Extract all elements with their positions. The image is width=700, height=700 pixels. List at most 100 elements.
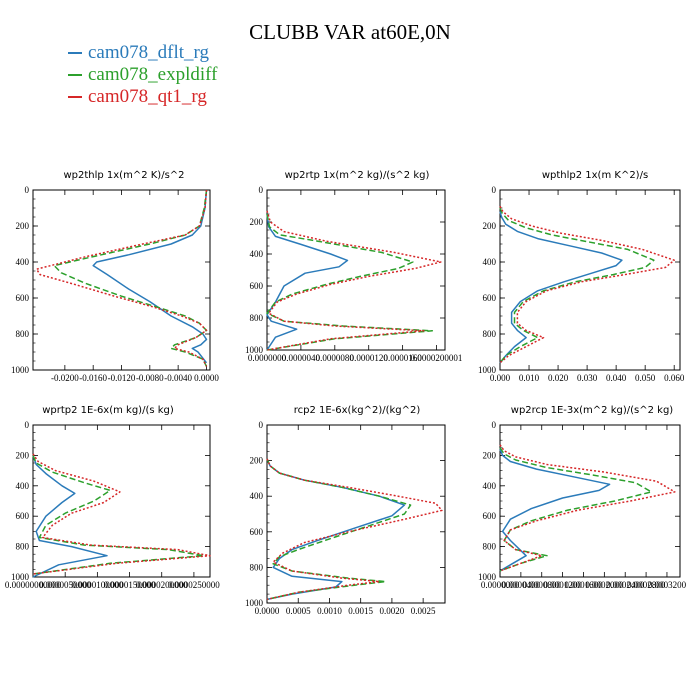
y-tick-label: 400 — [250, 491, 264, 501]
y-tick-label: 600 — [250, 527, 264, 537]
x-tick-label: -0.0160 — [79, 373, 107, 383]
y-tick-label: 200 — [483, 450, 497, 460]
series-line-cam078_dflt_rg — [499, 211, 623, 364]
y-tick-label: 200 — [250, 217, 264, 227]
series-line-cam078_dflt_rg — [32, 455, 108, 578]
chart-panel-5: rcp2 1E-6x(kg^2)/(kg^2) 0 200 400 600 800 1000… — [245, 405, 446, 616]
legend-item-dflt: cam078_dflt_rg — [68, 42, 217, 64]
series-line-cam078_expldiff — [499, 207, 655, 364]
x-tick-label: 0.0000200001 — [411, 353, 463, 363]
y-tick-label: 0 — [259, 185, 264, 195]
y-tick-label: 200 — [483, 221, 497, 231]
x-tick-label: 0.0003200 — [648, 580, 687, 590]
series-line-cam078_expldiff — [32, 455, 205, 575]
y-tick-label: 400 — [483, 481, 497, 491]
y-tick-label: 600 — [483, 293, 497, 303]
y-tick-label: 400 — [250, 249, 264, 259]
x-tick-label: 0.0000000 — [248, 353, 287, 363]
series-line-cam078_dflt_rg — [499, 449, 611, 572]
x-tick-label: 0.0005 — [286, 606, 311, 616]
x-tick-label: 0.0002000 — [585, 580, 624, 590]
y-tick-label: 0 — [492, 185, 497, 195]
series-line-cam078_qt1_rg — [266, 458, 443, 601]
y-tick-label: 800 — [483, 542, 497, 552]
y-tick-label: 0 — [492, 420, 497, 430]
x-tick-label: 0.0020 — [380, 606, 405, 616]
y-tick-label: 400 — [16, 481, 30, 491]
legend-item-expldiff: cam078_expldiff — [68, 64, 217, 86]
x-tick-label: 0.0000160 — [383, 353, 422, 363]
x-tick-label: 0.0002400 — [606, 580, 645, 590]
y-tick-label: 200 — [16, 221, 30, 231]
series-line-cam078_expldiff — [499, 447, 653, 572]
chart-panel-3: wpthlp2 1x(m K^2)/s 0 200 400 600 800 10000.00… — [478, 170, 685, 383]
x-tick-label: 0.0000200000 — [136, 580, 188, 590]
y-tick-label: 1000 — [11, 365, 30, 375]
x-tick-label: 0.020 — [548, 373, 569, 383]
x-tick-label: 0.0000050000 — [39, 580, 91, 590]
legend-label-expldiff: cam078_expldiff — [88, 64, 218, 85]
series-line-cam078_qt1_rg — [499, 444, 676, 572]
series-line-cam078_qt1_rg — [266, 210, 442, 351]
series-line-cam078_expldiff — [266, 458, 412, 601]
y-tick-label: 800 — [16, 542, 30, 552]
y-tick-label: 1000 — [478, 365, 497, 375]
legend-item-qt1: cam078_qt1_rg — [68, 86, 217, 108]
series-line-cam078_dflt_rg — [266, 458, 406, 601]
x-tick-label: 0.0010 — [317, 606, 342, 616]
legend: cam078_dflt_rg cam078_expldiff cam078_qt… — [68, 42, 217, 108]
chart-title: wp2thlp 1x(m^2 K)/s^2 — [63, 170, 184, 181]
x-tick-label: 0.010 — [519, 373, 540, 383]
x-tick-label: 0.0000000 — [481, 580, 520, 590]
y-tick-label: 1000 — [11, 572, 30, 582]
y-tick-label: 800 — [250, 313, 264, 323]
y-tick-label: 600 — [16, 511, 30, 521]
series-line-cam078_dflt_rg — [266, 213, 349, 351]
x-tick-label: 0.0000100000 — [71, 580, 123, 590]
chart-title: wp2rcp 1E-3x(m^2 kg)/(s^2 kg) — [511, 405, 674, 416]
legend-swatch-expldiff — [68, 74, 82, 76]
plot-frame — [499, 424, 681, 578]
chart-panel-4: wprtp2 1E-6x(m kg)/(s kg) 0 200 400 600 800 10… — [5, 405, 220, 590]
legend-swatch-dflt — [68, 52, 82, 54]
y-tick-label: 800 — [250, 562, 264, 572]
legend-label-qt1: cam078_qt1_rg — [88, 86, 207, 107]
x-tick-label: 0.0000080 — [316, 353, 355, 363]
x-tick-label: 0.0000040 — [282, 353, 321, 363]
x-tick-label: -0.0080 — [136, 373, 164, 383]
y-tick-label: 600 — [483, 511, 497, 521]
chart-title: rcp2 1E-6x(kg^2)/(kg^2) — [294, 405, 421, 416]
x-tick-label: 0.0000150000 — [104, 580, 156, 590]
y-tick-label: 1000 — [478, 572, 497, 582]
x-tick-label: 0.00000000000 — [5, 580, 62, 590]
x-tick-label: 0.040 — [606, 373, 627, 383]
page-title: CLUBB VAR at60E,0N — [249, 20, 451, 44]
chart-title: wprtp2 1E-6x(m kg)/(s kg) — [42, 405, 174, 416]
y-tick-label: 0 — [25, 420, 30, 430]
chart-panel-2: wp2rtp 1x(m^2 kg)/(s^2 kg) 0 200 400 600 800 1… — [245, 170, 462, 363]
series-line-cam078_qt1_rg — [499, 205, 675, 364]
x-tick-label: 0.0000 — [255, 606, 280, 616]
x-tick-label: 0.0000400 — [502, 580, 541, 590]
chart-panel-1: wp2thlp 1x(m^2 K)/s^2 0 200 400 600 800 1000 -0… — [11, 170, 219, 383]
chart-title: wpthlp2 1x(m K^2)/s — [542, 170, 648, 181]
x-tick-label: 0.0000800 — [523, 580, 562, 590]
x-tick-label: 0.000 — [490, 373, 511, 383]
legend-label-dflt: cam078_dflt_rg — [88, 42, 210, 63]
x-tick-label: -0.0200 — [51, 373, 79, 383]
series-line-cam078_qt1_rg — [35, 189, 208, 367]
x-tick-label: 0.0000120 — [350, 353, 389, 363]
y-tick-label: 400 — [483, 257, 497, 267]
x-tick-label: 0.0000 — [194, 373, 219, 383]
series-line-cam078_qt1_rg — [32, 453, 211, 575]
plot-frame — [32, 424, 211, 578]
y-tick-label: 800 — [483, 329, 497, 339]
y-tick-label: 400 — [16, 257, 30, 267]
x-tick-label: -0.0040 — [164, 373, 192, 383]
x-tick-label: 0.0001600 — [564, 580, 603, 590]
y-tick-label: 1000 — [245, 598, 264, 608]
x-tick-label: 0.060 — [664, 373, 685, 383]
x-tick-label: 0.030 — [577, 373, 598, 383]
y-tick-label: 0 — [259, 420, 264, 430]
